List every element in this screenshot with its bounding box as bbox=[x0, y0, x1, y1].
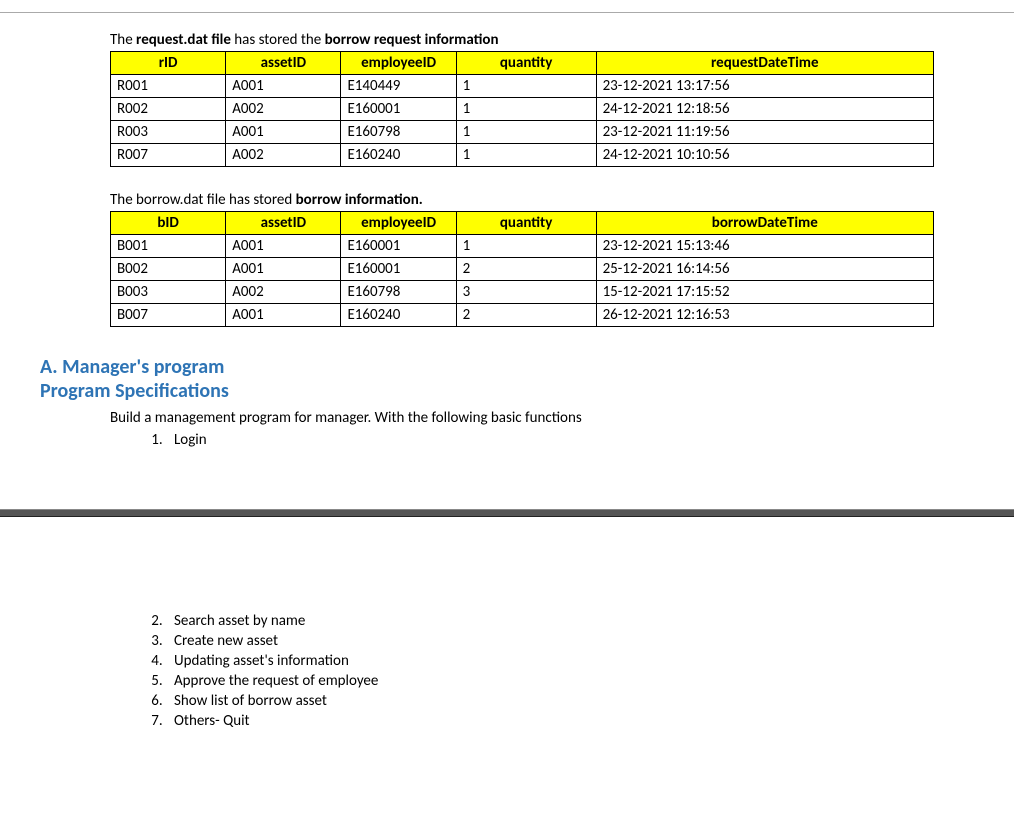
table-header-row: rID assetID employeeID quantity requestD… bbox=[111, 52, 934, 75]
col-header: employeeID bbox=[341, 212, 456, 235]
borrow-table: bID assetID employeeID quantity borrowDa… bbox=[110, 211, 934, 327]
cell: R001 bbox=[111, 75, 226, 98]
list-item: Login bbox=[166, 431, 934, 449]
cell: A002 bbox=[226, 98, 341, 121]
cell: E160798 bbox=[341, 281, 456, 304]
cell: 3 bbox=[456, 281, 596, 304]
request-table: rID assetID employeeID quantity requestD… bbox=[110, 51, 934, 167]
cell: E160240 bbox=[341, 144, 456, 167]
col-header: requestDateTime bbox=[596, 52, 933, 75]
text: The bbox=[110, 31, 136, 49]
cell: B002 bbox=[111, 258, 226, 281]
cell: A001 bbox=[226, 75, 341, 98]
cell: B001 bbox=[111, 235, 226, 258]
cell: 23-12-2021 13:17:56 bbox=[596, 75, 933, 98]
list-item: Others- Quit bbox=[166, 712, 934, 730]
col-header: bID bbox=[111, 212, 226, 235]
col-header: rID bbox=[111, 52, 226, 75]
spec-intro: Build a management program for manager. … bbox=[110, 409, 934, 427]
list-item: Approve the request of employee bbox=[166, 672, 934, 690]
page-break bbox=[0, 509, 1014, 517]
cell: E140449 bbox=[341, 75, 456, 98]
cell: A002 bbox=[226, 144, 341, 167]
cell: 25-12-2021 16:14:56 bbox=[596, 258, 933, 281]
table-row: B001 A001 E160001 1 23-12-2021 15:13:46 bbox=[111, 235, 934, 258]
col-header: employeeID bbox=[341, 52, 456, 75]
cell: E160240 bbox=[341, 304, 456, 327]
table-row: R001 A001 E140449 1 23-12-2021 13:17:56 bbox=[111, 75, 934, 98]
cell: R003 bbox=[111, 121, 226, 144]
cell: 2 bbox=[456, 304, 596, 327]
table-row: B007 A001 E160240 2 26-12-2021 12:16:53 bbox=[111, 304, 934, 327]
cell: E160001 bbox=[341, 98, 456, 121]
cell: 26-12-2021 12:16:53 bbox=[596, 304, 933, 327]
cell: 24-12-2021 12:18:56 bbox=[596, 98, 933, 121]
cell: 1 bbox=[456, 75, 596, 98]
cell: B007 bbox=[111, 304, 226, 327]
text-bold: borrow information. bbox=[296, 191, 423, 209]
col-header: borrowDateTime bbox=[596, 212, 933, 235]
table-row: R007 A002 E160240 1 24-12-2021 10:10:56 bbox=[111, 144, 934, 167]
cell: B003 bbox=[111, 281, 226, 304]
cell: A001 bbox=[226, 235, 341, 258]
table-row: B002 A001 E160001 2 25-12-2021 16:14:56 bbox=[111, 258, 934, 281]
cell: 1 bbox=[456, 144, 596, 167]
list-item: Updating asset's information bbox=[166, 652, 934, 670]
text: The borrow.dat file has stored bbox=[110, 191, 296, 209]
heading-managers-program: A. Manager's program bbox=[40, 355, 974, 379]
cell: E160798 bbox=[341, 121, 456, 144]
cell: 2 bbox=[456, 258, 596, 281]
cell: R002 bbox=[111, 98, 226, 121]
cell: A002 bbox=[226, 281, 341, 304]
page-content: The request.dat file has stored the borr… bbox=[0, 31, 1014, 449]
table-row: R002 A002 E160001 1 24-12-2021 12:18:56 bbox=[111, 98, 934, 121]
text-bold: request.dat file bbox=[136, 31, 231, 49]
heading-program-specifications: Program Specifications bbox=[40, 379, 974, 403]
top-divider bbox=[0, 12, 1014, 13]
col-header: assetID bbox=[226, 212, 341, 235]
cell: 15-12-2021 17:15:52 bbox=[596, 281, 933, 304]
cell: 1 bbox=[456, 98, 596, 121]
cell: 23-12-2021 15:13:46 bbox=[596, 235, 933, 258]
borrow-intro: The borrow.dat file has stored borrow in… bbox=[110, 191, 934, 209]
cell: A001 bbox=[226, 304, 341, 327]
cell: E160001 bbox=[341, 235, 456, 258]
text: has stored the bbox=[231, 31, 325, 49]
table-row: R003 A001 E160798 1 23-12-2021 11:19:56 bbox=[111, 121, 934, 144]
cell: R007 bbox=[111, 144, 226, 167]
cell: A001 bbox=[226, 121, 341, 144]
list-item: Create new asset bbox=[166, 632, 934, 650]
spec-list-part2: Search asset by name Create new asset Up… bbox=[110, 612, 934, 730]
col-header: assetID bbox=[226, 52, 341, 75]
col-header: quantity bbox=[456, 52, 596, 75]
text-bold: borrow request information bbox=[325, 31, 499, 49]
cell: 1 bbox=[456, 235, 596, 258]
request-intro: The request.dat file has stored the borr… bbox=[110, 31, 934, 49]
page-content-2: Search asset by name Create new asset Up… bbox=[0, 612, 1014, 730]
cell: 1 bbox=[456, 121, 596, 144]
col-header: quantity bbox=[456, 212, 596, 235]
cell: 24-12-2021 10:10:56 bbox=[596, 144, 933, 167]
list-item: Show list of borrow asset bbox=[166, 692, 934, 710]
cell: 23-12-2021 11:19:56 bbox=[596, 121, 933, 144]
spec-list-part1: Login bbox=[110, 431, 934, 449]
cell: E160001 bbox=[341, 258, 456, 281]
list-item: Search asset by name bbox=[166, 612, 934, 630]
table-row: B003 A002 E160798 3 15-12-2021 17:15:52 bbox=[111, 281, 934, 304]
table-header-row: bID assetID employeeID quantity borrowDa… bbox=[111, 212, 934, 235]
cell: A001 bbox=[226, 258, 341, 281]
